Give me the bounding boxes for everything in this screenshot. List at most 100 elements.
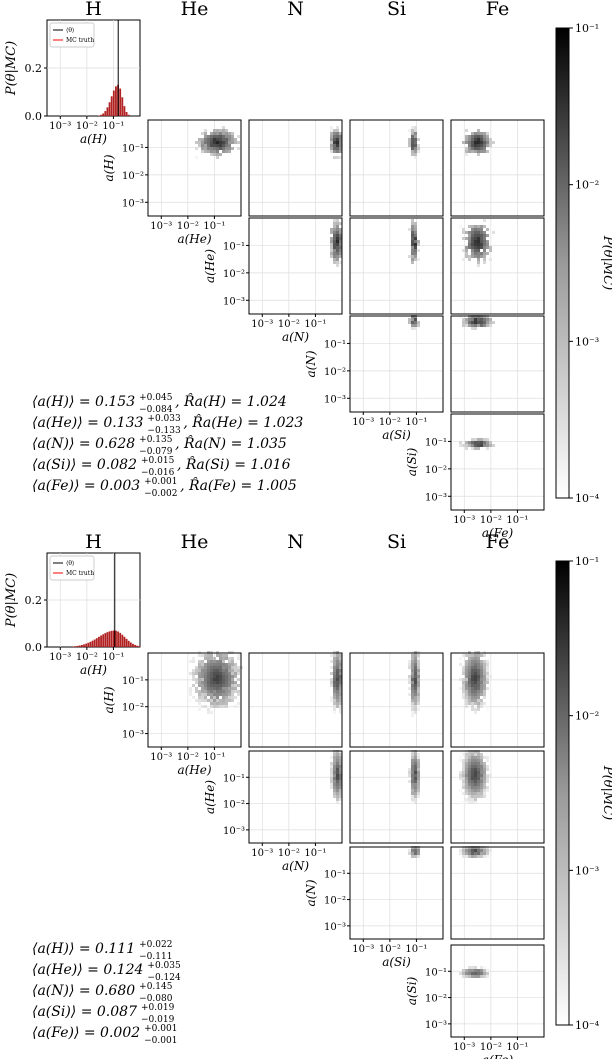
- density-cell: [414, 327, 417, 330]
- x-tick-label: 10⁻¹: [203, 752, 225, 763]
- density-cell: [480, 240, 483, 243]
- density-cell: [408, 321, 411, 324]
- density-cell: [207, 150, 210, 153]
- density-cell: [207, 693, 210, 696]
- density-cell: [414, 324, 417, 327]
- density-cell: [465, 153, 468, 156]
- y-tick-label: 10⁻²: [223, 269, 245, 280]
- density-cell: [219, 687, 222, 690]
- x-tick-label: 10⁻¹: [506, 515, 528, 526]
- x-tick-label: 10⁻²: [379, 944, 401, 955]
- density-cell: [477, 129, 480, 132]
- density-cell: [339, 660, 342, 663]
- density-cell: [333, 243, 336, 246]
- density-cell: [336, 141, 339, 144]
- hist-bar-H: [83, 644, 85, 647]
- x-tick-label: 10⁻²: [76, 652, 98, 663]
- density-cell: [339, 693, 342, 696]
- density-cell: [489, 318, 492, 321]
- density-cell: [201, 681, 204, 684]
- density-cell: [204, 150, 207, 153]
- density-cell: [336, 132, 339, 135]
- hist-bar-H: [112, 630, 115, 647]
- density-cell: [228, 666, 231, 669]
- colorbar-label: P(θ|MC): [600, 235, 612, 290]
- density-cell: [219, 675, 222, 678]
- y-tick-label: 10⁻¹: [425, 437, 447, 448]
- hist-bar-H: [72, 646, 75, 647]
- density-cell: [462, 321, 465, 324]
- density-cell: [189, 672, 192, 675]
- density-cell: [201, 666, 204, 669]
- density-cell: [216, 705, 219, 708]
- y-tick-label: 10⁻³: [324, 394, 346, 405]
- y-tick-label: 10⁻¹: [223, 241, 245, 252]
- density-cell: [474, 246, 477, 249]
- density-cell: [207, 663, 210, 666]
- density-cell: [330, 150, 333, 153]
- density-cell: [207, 147, 210, 150]
- density-cell: [234, 666, 237, 669]
- density-cell: [483, 441, 486, 444]
- density-cell: [333, 657, 336, 660]
- density-cell: [189, 693, 192, 696]
- density-cell: [477, 441, 480, 444]
- density-cell: [219, 132, 222, 135]
- density-panel-H-He: 10⁻¹10⁻²10⁻³a(H): [102, 119, 242, 217]
- density-cell: [468, 141, 471, 144]
- hist-bar-H: [132, 643, 134, 647]
- density-cell: [225, 147, 228, 150]
- density-cell: [195, 141, 198, 144]
- density-cell: [489, 441, 492, 444]
- density-cell: [219, 144, 222, 147]
- y-axis-label: a(Si): [405, 447, 419, 476]
- density-cell: [471, 255, 474, 258]
- density-cell: [222, 135, 225, 138]
- density-cell: [234, 672, 237, 675]
- density-cell: [225, 657, 228, 660]
- density-cell: [330, 252, 333, 255]
- density-cell: [234, 687, 237, 690]
- density-cell: [207, 699, 210, 702]
- density-cell: [228, 672, 231, 675]
- density-panel-H-N: [248, 119, 343, 217]
- density-cell: [339, 678, 342, 681]
- density-cell: [339, 240, 342, 243]
- density-cell: [213, 153, 216, 156]
- density-cell: [336, 261, 339, 264]
- density-cell: [198, 654, 201, 657]
- density-cell: [210, 690, 213, 693]
- density-cell: [192, 675, 195, 678]
- result-rhat: , R̂a(Si) = 1.016: [177, 455, 291, 473]
- density-cell: [471, 240, 474, 243]
- density-cell: [483, 243, 486, 246]
- density-cell: [333, 660, 336, 663]
- density-cell: [210, 705, 213, 708]
- density-cell: [480, 132, 483, 135]
- density-cell: [201, 660, 204, 663]
- density-cell: [225, 702, 228, 705]
- density-cell: [480, 318, 483, 321]
- density-cell: [411, 231, 414, 234]
- density-cell: [210, 684, 213, 687]
- density-cell: [198, 690, 201, 693]
- density-cell: [219, 663, 222, 666]
- density-frame-top: [450, 315, 545, 413]
- density-cell: [225, 141, 228, 144]
- density-cell: [237, 684, 240, 687]
- density-cell: [204, 684, 207, 687]
- density-cell: [213, 699, 216, 702]
- density-cell: [474, 144, 477, 147]
- density-cell: [201, 699, 204, 702]
- density-cell: [336, 228, 339, 231]
- density-cell: [330, 678, 333, 681]
- density-cell: [474, 441, 477, 444]
- density-cell: [225, 684, 228, 687]
- density-cell: [333, 132, 336, 135]
- density-cell: [228, 693, 231, 696]
- density-frame-top: [248, 652, 343, 748]
- density-cell: [477, 255, 480, 258]
- density-cell: [483, 138, 486, 141]
- density-frame-top: [349, 119, 444, 217]
- density-cell: [219, 657, 222, 660]
